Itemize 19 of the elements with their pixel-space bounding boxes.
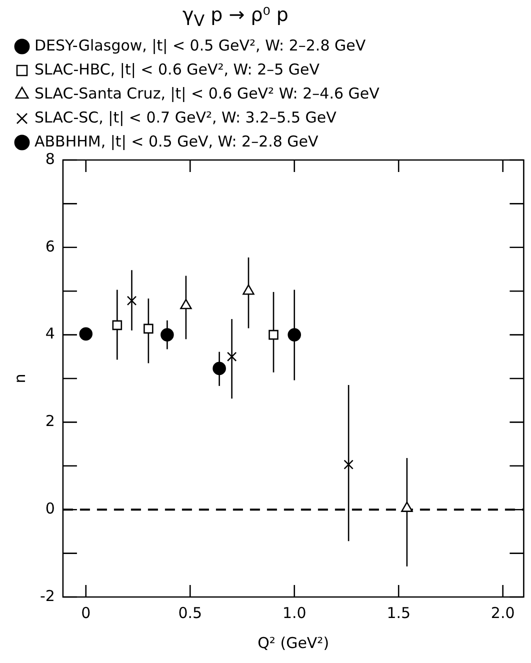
y-axis-title: n [10, 374, 29, 384]
legend-label: SLAC-HBC, |t| < 0.6 GeV², W: 2–5 GeV [34, 60, 320, 78]
x-tick-label: 0 [81, 604, 91, 622]
y-tick-label: 2 [45, 412, 55, 430]
legend-label: SLAC-SC, |t| < 0.7 GeV², W: 3.2–5.5 GeV [34, 108, 338, 126]
x-tick-label: 2.0 [490, 604, 515, 622]
x-tick-label: 1.0 [282, 604, 306, 622]
chart-title: γ$_{V}$ p → ρ⁰ p [182, 4, 290, 30]
legend-label: DESY-Glasgow, |t| < 0.5 GeV², W: 2–2.8 GeV [34, 36, 366, 54]
y-tick-label: 4 [45, 324, 55, 343]
y-tick-label: 6 [45, 237, 55, 256]
x-tick-label: 0.5 [178, 604, 202, 622]
y-tick-label: -2 [40, 586, 55, 605]
y-tick-label: 0 [45, 499, 55, 518]
y-tick-label: 8 [45, 150, 55, 168]
legend-label: ABBHHM, |t| < 0.5 GeV, W: 2–2.8 GeV [34, 132, 320, 150]
legend-label: SLAC-Santa Cruz, |t| < 0.6 GeV² W: 2–4.6 GeV [34, 84, 380, 102]
x-axis-title: Q² (GeV²) [258, 634, 330, 652]
x-tick-label: 1.5 [386, 604, 411, 622]
